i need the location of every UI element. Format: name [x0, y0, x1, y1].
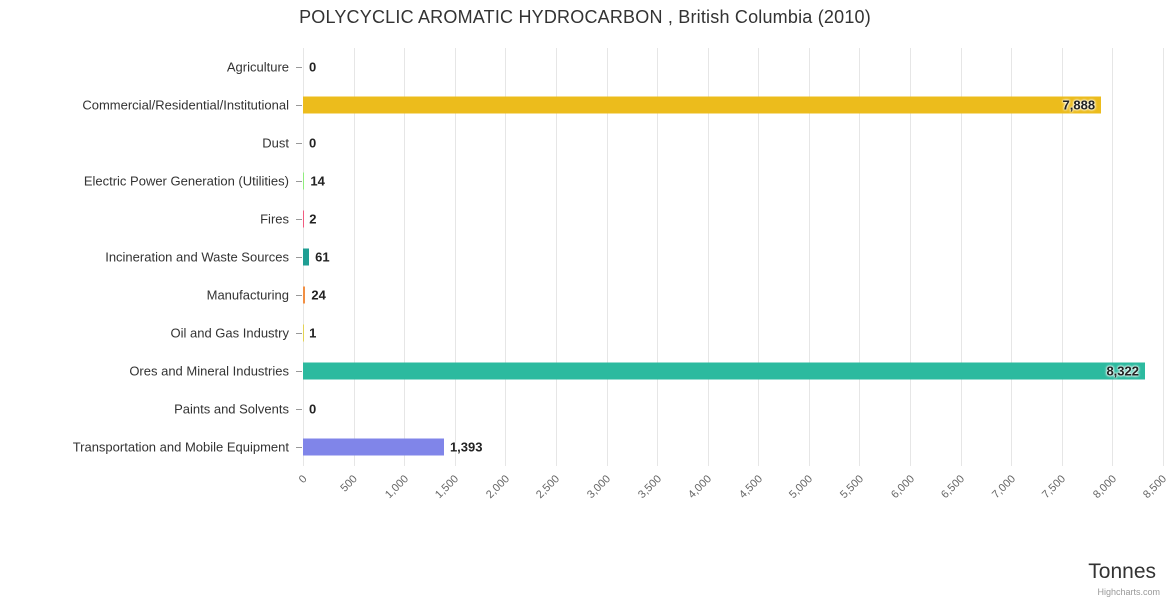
grid-line — [454, 48, 456, 466]
y-axis-tick — [296, 409, 302, 410]
category-label: Commercial/Residential/Institutional — [82, 97, 289, 113]
bar[interactable] — [303, 286, 306, 304]
grid-line — [960, 48, 962, 466]
value-label: 14 — [310, 173, 325, 189]
x-axis-tick-label: 500 — [338, 473, 361, 495]
highcharts-credit[interactable]: Highcharts.com — [1097, 587, 1160, 597]
category-label: Paints and Solvents — [174, 401, 289, 417]
category-label: Electric Power Generation (Utilities) — [83, 173, 289, 189]
x-axis-tick-label: 5,500 — [838, 473, 866, 501]
y-axis-tick — [296, 181, 302, 182]
value-label: 24 — [311, 287, 326, 303]
y-axis-tick — [296, 295, 302, 296]
bar[interactable] — [303, 172, 305, 190]
bar[interactable] — [303, 248, 310, 266]
x-axis-tick-label: 2,500 — [534, 473, 563, 501]
category-label: Incineration and Waste Sources — [105, 249, 289, 265]
x-axis-title: Tonnes — [1088, 560, 1156, 583]
chart-title: POLYCYCLIC AROMATIC HYDROCARBON , Britis… — [299, 7, 871, 27]
category-label: Agriculture — [226, 59, 289, 75]
value-label: 0 — [309, 135, 317, 151]
grid-line — [555, 48, 557, 466]
category-label: Transportation and Mobile Equipment — [72, 439, 289, 455]
grid-line — [1163, 48, 1164, 466]
grid-line — [910, 48, 912, 466]
grid-line — [707, 48, 709, 466]
plot-area: 0 7,888 0 14 2 61 24 1 8,322 0 1,393 — [303, 48, 1164, 466]
value-label: 2 — [309, 211, 317, 227]
x-axis-tick-label: 7,000 — [989, 473, 1018, 501]
x-axis-tick-label: 4,500 — [736, 473, 765, 501]
x-axis-tick-label: 1,000 — [382, 473, 411, 501]
x-axis-tick-label: 5,000 — [787, 473, 816, 501]
x-axis-tick-label: 1,500 — [433, 473, 462, 501]
y-axis-tick — [296, 333, 302, 334]
x-axis-tick-label: 3,500 — [635, 473, 664, 501]
grid-line — [657, 48, 659, 466]
value-label: 0 — [309, 59, 317, 75]
category-label: Ores and Mineral Industries — [129, 363, 289, 379]
value-label: 7,888 — [1062, 97, 1096, 113]
x-axis-tick-label: 4,000 — [686, 473, 715, 501]
bar[interactable] — [303, 438, 444, 456]
y-axis-tick — [296, 257, 302, 258]
category-label: Manufacturing — [206, 287, 289, 303]
x-axis-tick-label: 0 — [296, 473, 310, 486]
category-label: Fires — [260, 211, 289, 227]
grid-line — [859, 48, 861, 466]
y-axis-tick — [296, 447, 302, 448]
y-axis-tick — [296, 219, 302, 220]
x-axis-tick-label: 6,000 — [888, 473, 917, 501]
value-label: 8,322 — [1106, 363, 1139, 379]
grid-line — [1011, 48, 1013, 466]
grid-line — [606, 48, 608, 466]
x-axis-tick-label: 8,500 — [1141, 473, 1170, 501]
bar[interactable] — [303, 362, 1145, 380]
x-axis-tick-label: 7,500 — [1040, 473, 1069, 501]
value-label: 1,393 — [449, 439, 483, 455]
x-axis-tick-label: 8,000 — [1090, 473, 1119, 501]
x-axis-tick-label: 3,000 — [585, 473, 614, 501]
y-axis-tick — [296, 371, 302, 372]
grid-line — [353, 48, 355, 466]
category-label: Oil and Gas Industry — [170, 325, 290, 341]
grid-line — [1061, 48, 1063, 466]
grid-line — [505, 48, 507, 466]
value-label: 61 — [315, 249, 330, 265]
y-axis-tick — [296, 67, 302, 68]
grid-line — [758, 48, 760, 466]
y-axis-tick — [296, 143, 302, 144]
y-axis-tick — [296, 105, 302, 106]
grid-line — [1112, 48, 1114, 466]
grid-line — [808, 48, 810, 466]
value-label: 0 — [309, 401, 317, 417]
category-label: Dust — [262, 135, 289, 151]
grid-line — [404, 48, 406, 466]
x-axis-tick-label: 2,000 — [483, 473, 512, 501]
x-axis-tick-label: 6,500 — [939, 473, 968, 501]
value-label: 1 — [309, 325, 317, 341]
bar[interactable] — [303, 96, 1102, 114]
